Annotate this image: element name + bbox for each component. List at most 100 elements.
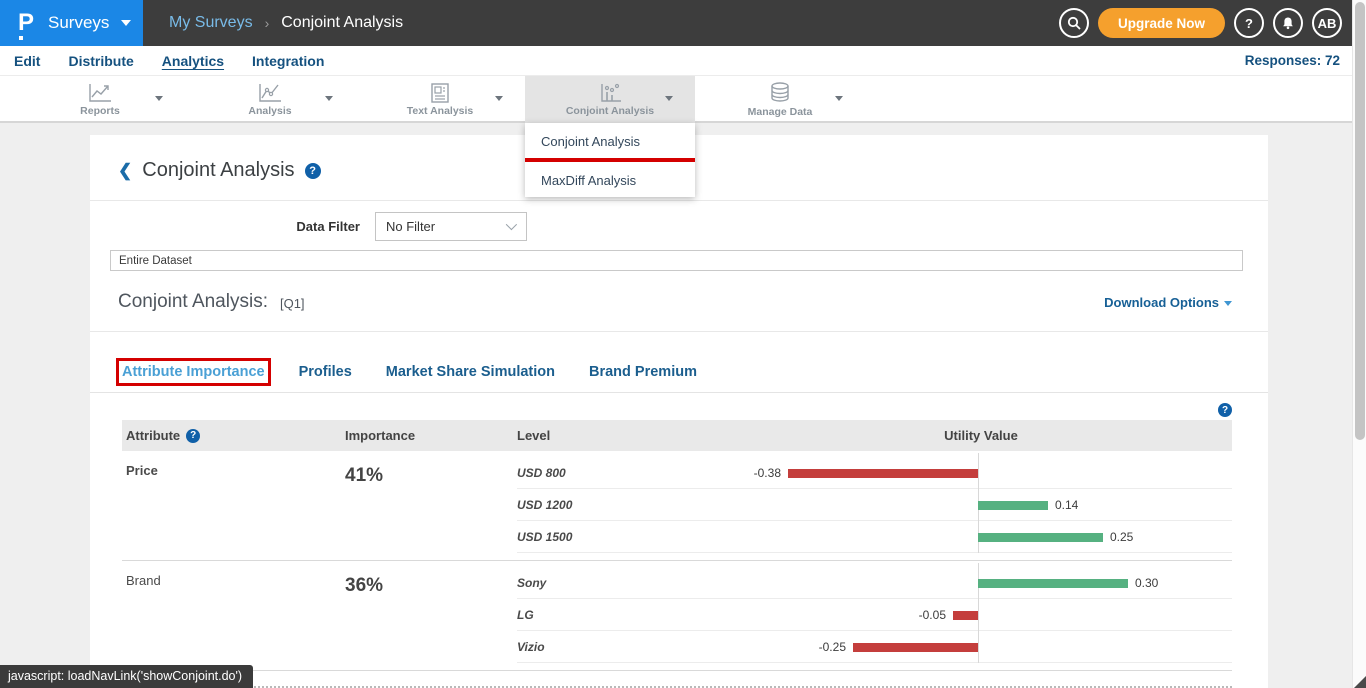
reports-chart-icon	[87, 82, 113, 104]
attribute-name: Price	[126, 463, 158, 478]
status-bar-link-preview: javascript: loadNavLink('showConjoint.do…	[0, 665, 254, 688]
importance-value: 36%	[345, 575, 384, 596]
subnav-item-distribute[interactable]: Distribute	[68, 52, 134, 69]
subnav-item-analytics[interactable]: Analytics	[161, 52, 225, 69]
analysis-chart-icon	[257, 82, 283, 104]
subnav-item-edit[interactable]: Edit	[14, 52, 41, 69]
vertical-scrollbar[interactable]	[1352, 0, 1366, 688]
search-button[interactable]	[1058, 8, 1089, 38]
resize-grip-icon	[1354, 675, 1366, 688]
conjoint-chart-icon	[597, 82, 623, 104]
data-filter-value: No Filter	[386, 219, 436, 234]
page-background: ❮ Conjoint Analysis ? Data Filter No Fil…	[0, 123, 1366, 688]
database-icon	[768, 81, 792, 105]
toolbar-conjoint-analysis[interactable]: Conjoint Analysis	[525, 76, 695, 123]
analytics-toolbar: Reports Analysis Text Analysis Conjoint Ana…	[0, 76, 1366, 123]
table-header-row: Attribute ? Importance Level Utility Val…	[122, 420, 1232, 451]
utility-value-label: 0.30	[1135, 575, 1159, 590]
dataset-value: Entire Dataset	[119, 254, 192, 267]
dataset-field[interactable]: Entire Dataset	[110, 250, 1243, 271]
questionpro-logo-icon: P	[18, 10, 38, 40]
attribute-row-price: Price 41% USD 800 -0.38 USD 1200 0.14 USD 1500…	[122, 451, 1232, 561]
text-analysis-icon	[428, 82, 452, 104]
table-help-icon[interactable]: ?	[1218, 403, 1232, 417]
level-row-usd-1200: USD 1200 0.14	[517, 489, 1232, 521]
level-row-usd-800: USD 800 -0.38	[517, 457, 1232, 489]
analysis-title-row: Conjoint Analysis: [Q1] Download Options	[90, 271, 1268, 331]
data-filter-row: Data Filter No Filter	[90, 212, 1268, 241]
menu-item-conjoint-analysis[interactable]: Conjoint Analysis	[541, 134, 640, 149]
tab-market-share-simulation[interactable]: Market Share Simulation	[385, 364, 555, 380]
utility-value-label: 0.14	[1055, 497, 1079, 512]
conjoint-dropdown-menu: Conjoint Analysis MaxDiff Analysis	[525, 123, 695, 197]
chevron-down-icon[interactable]	[665, 96, 673, 101]
toolbar-text-analysis[interactable]: Text Analysis	[355, 76, 525, 123]
analysis-label: Conjoint Analysis:	[118, 291, 268, 312]
analysis-tabs: Attribute Importance Profiles Market Share…	[90, 332, 1268, 393]
top-header: P Surveys My Surveys › Conjoint Analysis…	[0, 0, 1366, 46]
level-name: USD 1500	[517, 529, 573, 544]
title-row: ❮ Conjoint Analysis ?	[90, 135, 1268, 201]
content-card: ❮ Conjoint Analysis ? Data Filter No Fil…	[90, 135, 1268, 688]
menu-item-maxdiff-analysis[interactable]: MaxDiff Analysis	[541, 173, 637, 188]
utility-bar	[978, 500, 1048, 510]
chevron-down-icon	[121, 20, 132, 26]
tab-profiles[interactable]: Profiles	[298, 364, 352, 380]
tab-attribute-importance[interactable]: Attribute Importance	[116, 358, 271, 386]
download-options-button[interactable]: Download Options	[1104, 295, 1232, 310]
red-annotation-underline	[525, 158, 695, 162]
back-chevron-icon[interactable]: ❮	[118, 160, 133, 180]
responses-count[interactable]: Responses: 72	[1244, 53, 1340, 68]
col-utility-value: Utility Value	[944, 428, 1018, 443]
col-importance: Importance	[345, 428, 416, 443]
scrollbar-thumb[interactable]	[1355, 2, 1365, 440]
utility-value-label: -0.38	[753, 465, 781, 480]
chevron-down-icon	[505, 218, 518, 231]
utility-value-label: -0.25	[818, 639, 846, 654]
notifications-button[interactable]	[1273, 8, 1303, 38]
toolbar-analysis[interactable]: Analysis	[185, 76, 355, 123]
breadcrumb-separator-icon: ›	[264, 15, 270, 31]
col-level: Level	[517, 428, 551, 443]
product-name: Surveys	[48, 13, 110, 32]
level-name: Sony	[517, 575, 547, 590]
page-title: Conjoint Analysis	[142, 159, 295, 181]
col-attribute: Attribute	[126, 428, 181, 443]
breadcrumb-current: Conjoint Analysis	[281, 14, 404, 31]
breadcrumb: My Surveys › Conjoint Analysis	[169, 14, 403, 32]
product-switcher[interactable]: P Surveys	[0, 0, 143, 46]
subnav-item-integration[interactable]: Integration	[252, 52, 325, 69]
level-row-lg: LG -0.05	[517, 599, 1232, 631]
tab-brand-premium[interactable]: Brand Premium	[589, 364, 697, 380]
chevron-down-icon[interactable]	[835, 96, 843, 101]
attribute-help-icon[interactable]: ?	[186, 428, 201, 443]
level-name: USD 800	[517, 465, 566, 480]
utility-value-label: 0.25	[1110, 529, 1134, 544]
breadcrumb-my-surveys[interactable]: My Surveys	[169, 14, 253, 31]
utility-bar	[853, 642, 978, 652]
bell-icon	[1283, 17, 1293, 30]
importance-value: 41%	[345, 465, 384, 486]
help-button[interactable]: ?	[1234, 8, 1264, 38]
utility-bar	[978, 578, 1128, 588]
toolbar-reports[interactable]: Reports	[15, 76, 185, 123]
chevron-down-icon[interactable]	[325, 96, 333, 101]
utility-bar	[978, 532, 1103, 542]
level-row-sony: Sony 0.30	[517, 567, 1232, 599]
avatar[interactable]: AB	[1312, 8, 1342, 38]
chevron-down-icon[interactable]	[155, 96, 163, 101]
upgrade-now-button[interactable]: Upgrade Now	[1097, 8, 1225, 38]
toolbar-manage-data[interactable]: Manage Data	[695, 76, 865, 123]
chevron-down-icon[interactable]	[495, 96, 503, 101]
utility-value-label: -0.05	[918, 607, 946, 622]
utility-bar	[788, 468, 978, 478]
level-row-usd-1500: USD 1500 0.25	[517, 521, 1232, 553]
level-name: Vizio	[517, 639, 545, 654]
data-filter-select[interactable]: No Filter	[375, 212, 527, 241]
title-help-icon[interactable]: ?	[304, 162, 321, 179]
chevron-down-icon	[1224, 300, 1232, 306]
question-reference: [Q1]	[279, 296, 305, 311]
search-icon	[1067, 16, 1081, 30]
attribute-importance-table: Attribute ? Importance Level Utility Val…	[122, 420, 1232, 671]
data-filter-label: Data Filter	[296, 219, 360, 234]
